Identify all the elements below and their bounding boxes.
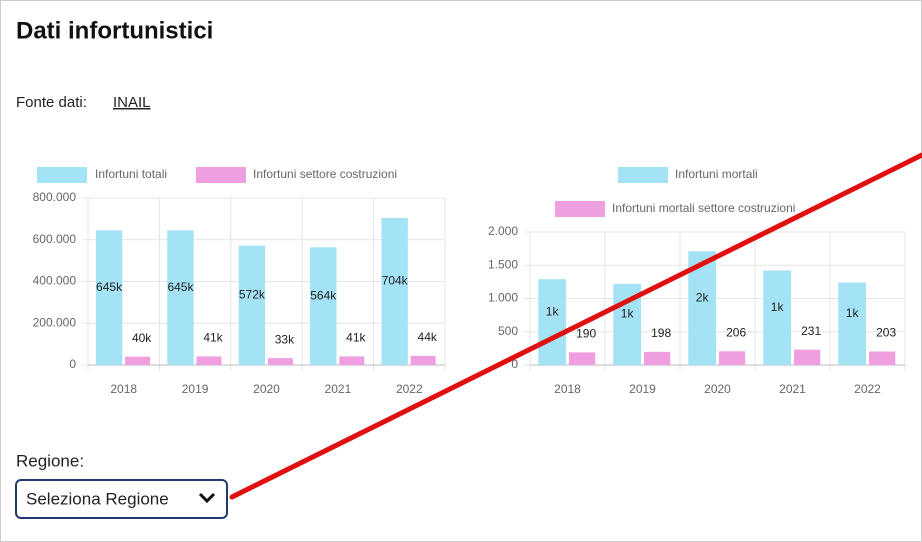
y-tick-label: 0 <box>69 357 76 371</box>
y-tick-label: 200.000 <box>33 315 77 329</box>
legend-swatch <box>37 167 87 183</box>
value-label: 1k <box>771 300 785 314</box>
value-label: 41k <box>203 331 223 345</box>
bar <box>794 349 821 365</box>
annotation-stroke <box>229 152 922 500</box>
legend-label: Infortuni settore costruzioni <box>253 167 397 181</box>
legend-label: Infortuni mortali settore costruzioni <box>612 201 795 215</box>
value-label: 1k <box>546 304 560 318</box>
y-tick-label: 0 <box>511 357 518 371</box>
bar <box>381 218 408 365</box>
region-select[interactable]: Seleziona Regione <box>15 479 228 519</box>
value-label: 704k <box>382 274 409 288</box>
value-label: 1k <box>846 306 860 320</box>
value-label: 2k <box>696 290 710 304</box>
bar <box>95 230 123 365</box>
x-tick-label: 2020 <box>704 382 731 396</box>
bar <box>410 355 436 365</box>
legend-swatch <box>196 167 246 183</box>
legend-swatch <box>618 167 668 183</box>
value-label: 564k <box>310 288 337 302</box>
bar <box>339 356 365 365</box>
value-label: 40k <box>132 331 152 345</box>
legend-label: Infortuni totali <box>95 167 167 181</box>
x-tick-label: 2019 <box>182 382 209 396</box>
bar <box>719 351 746 365</box>
bar <box>644 351 671 365</box>
select-chevron[interactable] <box>198 492 216 504</box>
bar <box>569 352 596 365</box>
x-tick-label: 2022 <box>396 382 423 396</box>
value-label: 198 <box>651 326 671 340</box>
bar <box>238 245 266 365</box>
region-label: Regione: <box>16 451 84 470</box>
bar <box>125 356 151 365</box>
value-label: 572k <box>239 287 266 301</box>
x-tick-label: 2022 <box>854 382 881 396</box>
x-tick-label: 2018 <box>110 382 137 396</box>
bar <box>869 351 896 365</box>
y-tick-label: 800.000 <box>33 190 77 204</box>
value-label: 231 <box>801 324 821 338</box>
x-tick-label: 2020 <box>253 382 280 396</box>
legend-swatch <box>555 201 605 217</box>
x-tick-label: 2021 <box>325 382 352 396</box>
x-tick-label: 2021 <box>779 382 806 396</box>
y-tick-label: 400.000 <box>33 274 77 288</box>
bar <box>267 358 293 365</box>
y-tick-label: 2.000 <box>488 224 518 238</box>
value-label: 190 <box>576 327 596 341</box>
y-tick-label: 500 <box>498 324 518 338</box>
value-label: 44k <box>418 330 438 344</box>
select-box[interactable] <box>15 479 228 519</box>
bar <box>838 282 866 365</box>
y-tick-label: 600.000 <box>33 232 77 246</box>
value-label: 203 <box>876 326 896 340</box>
x-tick-label: 2019 <box>629 382 656 396</box>
value-label: 645k <box>167 280 194 294</box>
value-label: 33k <box>275 332 295 346</box>
x-tick-label: 2018 <box>554 382 581 396</box>
page-title: Dati infortunistici <box>16 17 213 44</box>
source-label: Fonte dati: <box>16 94 87 111</box>
select-text[interactable]: Seleziona Regione <box>26 489 169 508</box>
y-tick-label: 1.000 <box>488 291 518 305</box>
bar <box>196 356 222 365</box>
value-label: 645k <box>96 280 123 294</box>
bar <box>763 270 791 365</box>
value-label: 206 <box>726 325 746 339</box>
value-label: 1k <box>621 307 635 321</box>
bar <box>310 247 337 365</box>
legend-label: Infortuni mortali <box>675 167 758 181</box>
bar <box>538 279 566 365</box>
source-link[interactable]: INAIL <box>113 94 151 111</box>
bar <box>167 230 194 365</box>
y-tick-label: 1.500 <box>488 257 518 271</box>
value-label: 41k <box>346 331 366 345</box>
